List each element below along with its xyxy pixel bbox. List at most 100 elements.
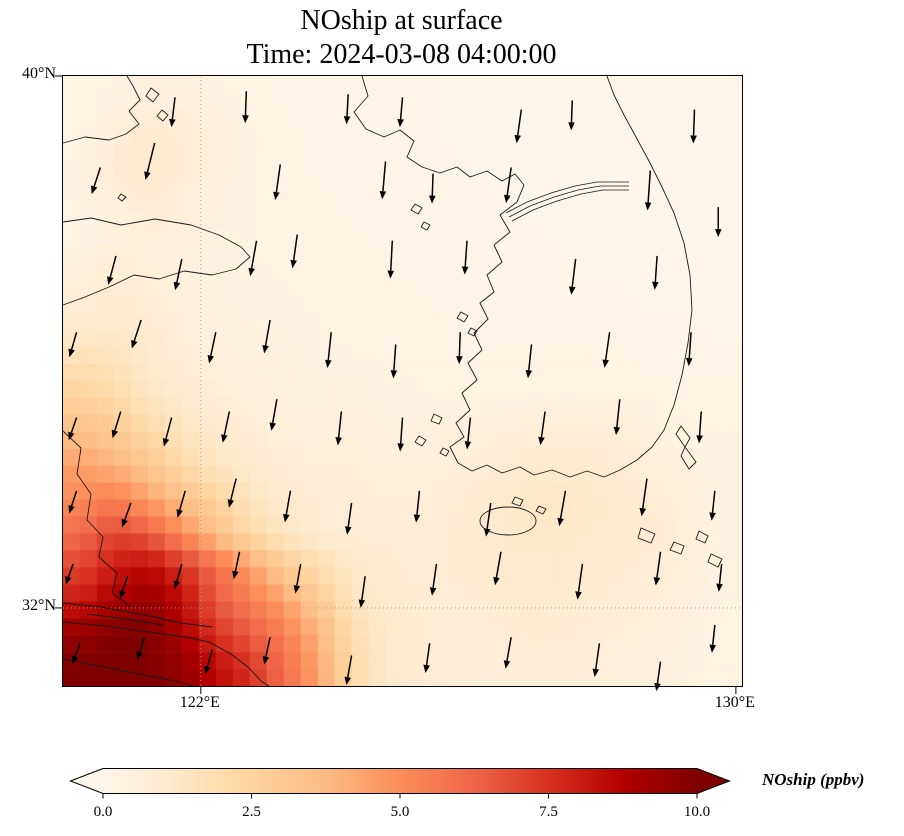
wind-arrow	[68, 490, 78, 514]
wind-arrow	[344, 655, 353, 686]
wind-arrow	[173, 258, 183, 291]
wind-arrow	[654, 661, 662, 692]
coastline	[695, 530, 709, 544]
wind-arrow	[714, 207, 722, 238]
x-tick-label: 130°E	[714, 694, 755, 711]
coastline	[675, 425, 697, 470]
wind-arrow	[248, 240, 258, 277]
map-panel	[55, 75, 743, 694]
wind-arrow	[176, 490, 186, 518]
wind-arrow	[390, 344, 398, 379]
wind-arrow	[639, 478, 648, 517]
wind-arrow	[68, 331, 78, 358]
wind-arrow	[358, 576, 366, 608]
wind-arrow	[162, 417, 173, 447]
wind-arrow	[232, 551, 241, 580]
coastline	[62, 658, 194, 687]
river-line	[511, 189, 629, 222]
wind-arrow	[111, 411, 122, 439]
coastline	[117, 193, 127, 202]
coastline	[62, 430, 132, 608]
y-tick-label: 32°N	[22, 596, 56, 614]
wind-arrow	[413, 490, 421, 523]
wind-arrow	[107, 255, 117, 285]
coastline	[62, 217, 251, 306]
wind-arrow	[503, 637, 512, 669]
wind-arrow	[207, 332, 217, 364]
colorbar-label: NOship (ppbv)	[762, 770, 865, 789]
coastline	[410, 203, 423, 215]
wind-arrow	[131, 319, 142, 349]
coastline	[62, 602, 213, 628]
wind-arrow	[290, 234, 298, 269]
coastline	[637, 527, 656, 544]
wind-arrow	[204, 649, 214, 675]
wind-arrow	[568, 258, 577, 295]
wind-arrow	[65, 563, 74, 585]
wind-arrow	[538, 411, 546, 446]
coastline	[439, 447, 450, 457]
coastline	[156, 109, 169, 122]
colorbar-gradient	[69, 768, 731, 794]
wind-arrow	[429, 563, 438, 596]
coastline	[86, 613, 164, 626]
wind-arrow	[483, 502, 492, 537]
wind-arrow	[644, 170, 652, 211]
wind-arrow	[397, 417, 404, 452]
wind-arrow	[652, 255, 659, 290]
wind-arrow	[169, 97, 176, 128]
wind-arrow	[568, 100, 575, 131]
wind-arrow	[709, 490, 716, 521]
colorbar-svg	[69, 768, 731, 799]
wind-arrow	[464, 417, 472, 450]
plot-title: NOship at surface	[300, 5, 503, 36]
wind-arrow	[456, 332, 463, 365]
map-overlay-svg	[55, 75, 742, 694]
coastline	[467, 327, 478, 337]
wind-arrow	[653, 551, 662, 586]
wind-arrow	[685, 332, 693, 367]
colorbar-tick-label: 0.0	[93, 804, 113, 820]
river-line	[508, 185, 629, 218]
wind-arrow	[227, 478, 237, 508]
colorbar-tick-label: 10.0	[683, 804, 711, 820]
wind-arrow	[283, 490, 292, 523]
wind-arrow	[343, 94, 351, 125]
wind-arrow	[324, 332, 332, 369]
wind-arrow	[525, 344, 533, 379]
wind-arrow	[602, 332, 611, 368]
coastline	[511, 496, 524, 507]
wind-arrow	[136, 636, 146, 661]
colorbar-tick-label: 2.5	[242, 804, 261, 820]
wind-arrow	[557, 490, 567, 527]
wind-arrow	[428, 173, 436, 204]
coastline	[208, 641, 270, 687]
wind-arrow	[344, 502, 353, 535]
wind-arrow	[273, 164, 282, 201]
wind-arrow	[262, 637, 271, 665]
wind-arrow	[423, 643, 431, 674]
y-tick-label: 40°N	[22, 65, 56, 82]
wind-arrow	[690, 109, 697, 144]
wind-arrow	[269, 399, 278, 431]
wind-arrow	[72, 643, 81, 664]
colorbar	[69, 768, 731, 800]
coastline	[62, 75, 141, 144]
wind-arrow	[575, 563, 584, 600]
coastline	[62, 621, 210, 643]
wind-arrow	[221, 411, 231, 443]
colorbar-tick-label: 7.5	[539, 804, 558, 820]
wind-arrow	[119, 575, 129, 600]
x-tick-label: 122°E	[179, 694, 220, 711]
coastline	[535, 505, 547, 515]
coastline	[479, 506, 537, 536]
wind-arrow	[173, 563, 183, 589]
wind-arrow	[503, 167, 512, 204]
wind-arrow	[613, 399, 621, 436]
wind-arrow	[709, 624, 717, 653]
wind-arrow	[387, 240, 395, 279]
coastline	[707, 553, 723, 568]
coastline	[353, 75, 693, 478]
wind-arrow	[144, 142, 156, 180]
